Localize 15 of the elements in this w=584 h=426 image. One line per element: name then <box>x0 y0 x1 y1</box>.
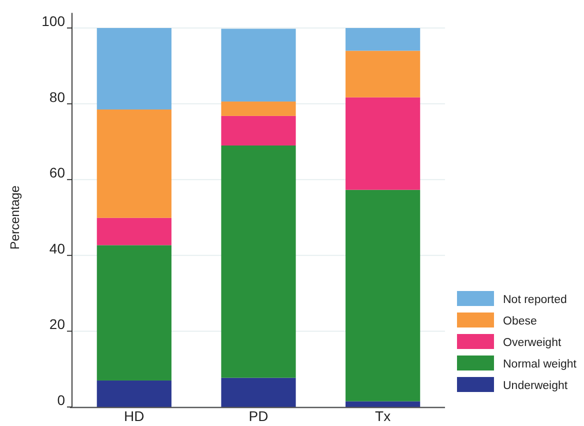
x-tick-label: PD <box>248 408 268 424</box>
y-tick-label: 0 <box>57 392 66 408</box>
legend-label: Underweight <box>503 380 568 392</box>
y-tick-label: 40 <box>49 240 66 256</box>
legend-label: Not reported <box>503 294 567 306</box>
y-tick-label: 60 <box>49 164 66 181</box>
x-tick-label: Tx <box>375 408 391 424</box>
y-tick-label: 80 <box>49 88 66 105</box>
y-tick-label: 100 <box>42 13 66 29</box>
y-axis-title: Percentage <box>8 185 22 250</box>
legend-label: Obese <box>503 316 537 328</box>
legend-label: Overweight <box>503 337 562 349</box>
y-tick-label: 20 <box>49 316 66 332</box>
legend-label: Normal weight <box>503 358 578 370</box>
x-tick-label: HD <box>124 408 144 424</box>
